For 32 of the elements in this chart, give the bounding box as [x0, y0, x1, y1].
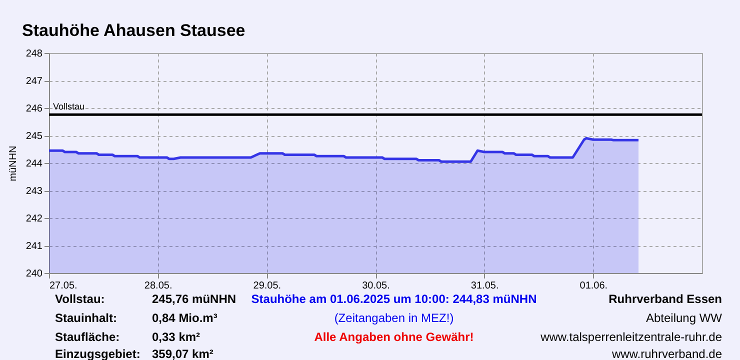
- y-tick-label: 248: [26, 48, 43, 60]
- text: (Zeitangaben in MEZ!): [334, 311, 454, 325]
- y-tick-label: 240: [26, 268, 43, 280]
- x-tick-label: 30.05.: [362, 280, 390, 292]
- y-tick-label: 243: [26, 186, 43, 197]
- y-tick-label: 246: [26, 104, 43, 114]
- text: Vollstau:: [55, 292, 105, 306]
- text: Stauinhalt:: [55, 311, 117, 325]
- text: 245,76 müNHN: [152, 292, 236, 306]
- text: Ruhrverband Essen: [608, 292, 722, 306]
- y-axis-title: müNHN: [8, 146, 19, 182]
- y-tick-label: 247: [26, 76, 43, 87]
- x-tick-label: 27.05.: [50, 280, 78, 292]
- x-tick-label: 29.05.: [253, 280, 282, 292]
- y-tick-label: 241: [26, 241, 43, 252]
- text: 0,84 Mio.m³: [152, 311, 218, 325]
- text: Abteilung WW: [646, 311, 723, 325]
- text: www.talsperrenleitzentrale-ruhr.de: [540, 330, 722, 344]
- y-tick-label: 245: [26, 131, 43, 142]
- text: www.ruhrverband.de: [610, 347, 722, 360]
- x-tick-label: 28.05.: [144, 280, 172, 292]
- ref-line-label: Vollstau: [53, 102, 85, 112]
- y-tick-label: 244: [26, 158, 43, 170]
- text: 0,33 km²: [152, 330, 200, 344]
- x-tick-label: 01.06.: [580, 280, 608, 292]
- y-tick-label: 242: [26, 214, 43, 224]
- text: Staufläche:: [55, 330, 120, 344]
- x-tick-label: 31.05.: [470, 280, 499, 292]
- text: Stauhöhe am 01.06.2025 um 10:00: 244,83 müNHN: [251, 292, 537, 306]
- text: 359,07 km²: [152, 347, 214, 360]
- text: Alle Angaben ohne Gewähr!: [314, 330, 474, 344]
- chart-title: Stauhöhe Ahausen Stausee: [22, 21, 246, 40]
